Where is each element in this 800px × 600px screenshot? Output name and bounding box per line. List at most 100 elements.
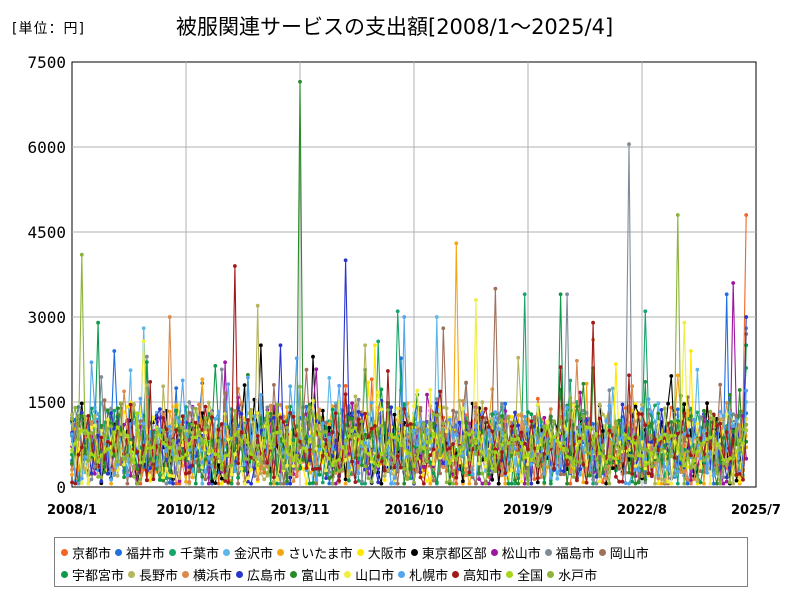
data-point [431,412,436,417]
data-point [246,418,250,422]
data-point [702,440,706,445]
data-point [324,471,328,476]
data-point [438,412,442,417]
data-point [653,447,657,452]
data-point [532,459,537,464]
data-point [115,473,120,478]
data-point [640,440,644,445]
data-point [467,457,472,462]
data-point [640,467,644,472]
data-point [197,463,201,468]
data-point [356,457,361,461]
data-point [490,416,495,421]
data-point [259,416,263,420]
data-point [259,458,263,462]
data-point [197,438,201,442]
data-point [369,426,374,431]
data-point [666,434,670,439]
data-point [675,419,680,423]
data-point [434,480,439,484]
data-point [428,453,433,458]
data-point [177,446,182,450]
data-point [187,400,192,404]
data-point [601,443,605,448]
data-point [141,443,146,448]
data-point [89,471,94,476]
data-point [705,431,709,436]
data-point [288,410,293,415]
data-point [643,463,648,468]
data-point [122,457,126,462]
data-point [288,472,293,476]
data-point [591,320,595,325]
data-point [265,405,270,410]
legend-label: 福井市 [126,546,166,562]
data-point [640,407,644,411]
data-point [311,467,315,471]
data-point [601,429,605,433]
data-point [565,481,569,486]
data-point [692,477,696,481]
data-point [288,384,293,389]
data-point [376,390,381,395]
data-point [200,474,205,479]
data-point [461,479,465,484]
data-point [447,461,452,465]
data-point [330,404,335,409]
data-point [145,354,149,359]
data-point [265,471,270,475]
data-point [343,481,348,486]
data-point [558,419,563,423]
legend-marker [547,570,555,578]
data-point [291,458,296,463]
data-point [483,481,488,486]
data-point [337,383,341,388]
data-point [643,480,648,485]
data-point [627,373,631,378]
data-point [695,410,700,415]
data-point [689,453,693,458]
data-point [122,389,126,394]
data-point [330,454,335,459]
data-point [307,448,312,452]
data-point [79,481,84,486]
data-point [125,481,130,486]
data-point [682,439,687,444]
data-point [89,431,94,435]
data-point [317,466,322,471]
data-point [255,463,260,468]
data-point [76,481,81,486]
data-point [535,480,540,485]
data-point [571,423,576,427]
data-point [653,481,657,486]
data-point [92,471,97,476]
data-point [405,423,410,428]
data-point [138,419,143,423]
data-point [721,413,726,418]
data-point [480,410,485,415]
data-point [219,422,224,426]
data-point [239,430,244,435]
data-point [542,451,547,456]
data-point [741,477,745,482]
data-point [412,404,416,409]
data-point [715,481,719,486]
data-point [584,381,589,386]
data-point [659,477,664,482]
data-point [548,481,553,486]
data-point [304,417,309,422]
data-point [675,481,680,486]
data-point [402,467,407,471]
data-point [376,339,381,344]
data-point [636,453,641,458]
data-point [428,481,433,486]
data-point [340,424,345,428]
data-point [659,481,664,486]
data-point [197,431,201,435]
y-tick-label: 7500 [27,53,66,72]
data-point [467,481,472,486]
data-point [425,459,429,464]
data-point [164,449,169,454]
data-point [317,415,322,420]
data-point [708,445,713,450]
